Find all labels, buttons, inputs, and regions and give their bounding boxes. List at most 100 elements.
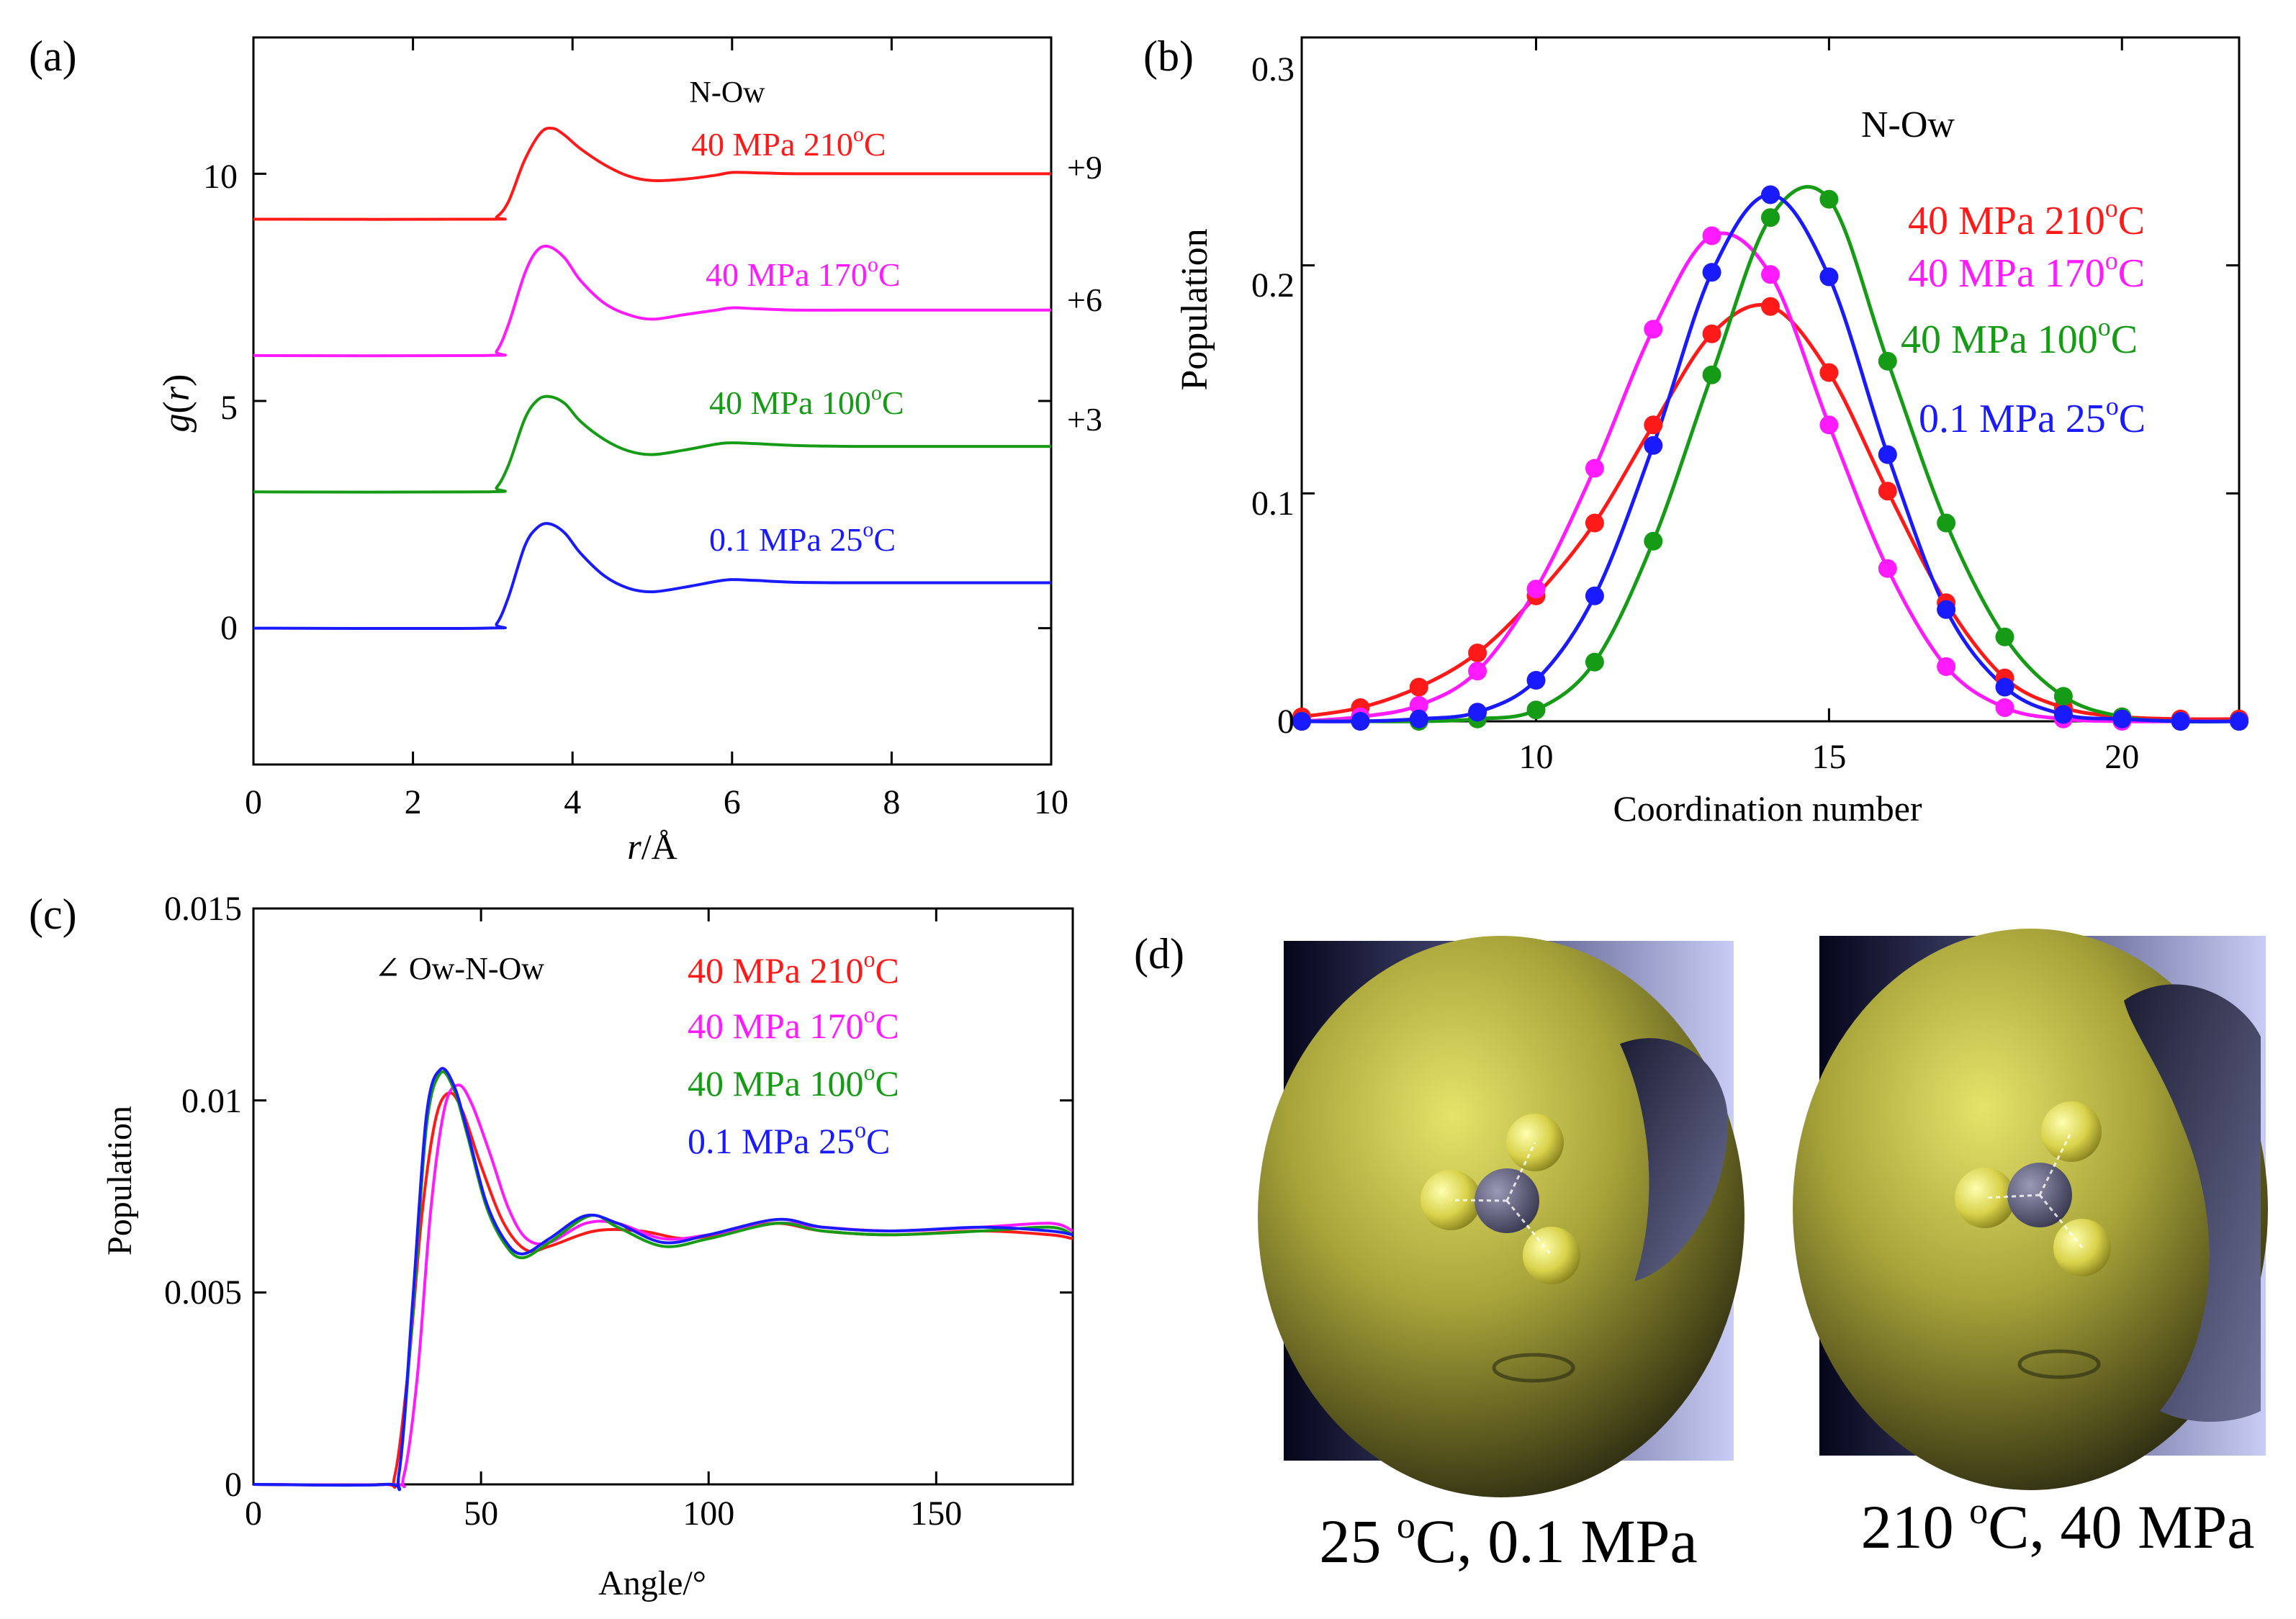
a-label-170c: 40 MPa 170oC	[706, 253, 901, 293]
b-data-point	[1585, 652, 1604, 672]
a-x-tick-label: 8	[883, 783, 900, 821]
b-data-point	[1937, 657, 1956, 676]
a-series-line	[253, 394, 1051, 494]
b-data-point	[1526, 671, 1546, 690]
panel-c-lines	[253, 1067, 1073, 1492]
b-data-point	[1409, 677, 1428, 697]
b-legend-170c: 40 MPa 170oC	[1908, 246, 2145, 296]
panel-b-label: (b)	[1143, 32, 1194, 80]
panel-a-title: N-Ow	[690, 76, 766, 109]
c-series-line	[253, 1083, 1073, 1489]
b-y-tick-label: 0.2	[1251, 266, 1295, 305]
bond-lines	[1984, 1131, 2084, 1248]
panel-b-points	[1292, 185, 2248, 731]
c-legend-170c: 40 MPa 170oC	[688, 1001, 899, 1046]
cavity-opening	[1620, 1038, 1728, 1281]
b-data-point	[2171, 712, 2190, 731]
panel-c-y-axis-label: Population	[101, 1106, 139, 1255]
a-x-tick-label: 0	[245, 783, 262, 821]
b-y-tick-label: 0	[1277, 703, 1295, 741]
b-x-tick-label: 15	[1811, 738, 1846, 776]
panel-c-y-tick-labels: 0 0.005 0.01 0.015	[164, 890, 242, 1504]
b-data-point	[1644, 531, 1663, 551]
panel-a-ticks	[252, 37, 1053, 765]
b-data-point	[1761, 208, 1780, 227]
panel-c-x-tick-labels: 0 50 100 150	[245, 1494, 962, 1533]
b-x-tick-label: 10	[1519, 738, 1554, 776]
panel-a-label: (a)	[29, 32, 77, 80]
panel-a-x-axis-label: r/Å	[627, 826, 677, 867]
a-series-line	[253, 522, 1051, 631]
b-data-point	[1702, 263, 1721, 282]
b-data-point	[2112, 709, 2132, 729]
panel-b-frame	[1300, 36, 2241, 723]
bond-lines	[1450, 1142, 1553, 1256]
c-legend-25c: 0.1 MPa 25oC	[688, 1117, 890, 1161]
c-x-tick-label: 100	[683, 1494, 734, 1533]
panel-c-frame	[252, 907, 1074, 1486]
c-series-line	[253, 1070, 1073, 1491]
c-series-line	[253, 1067, 1073, 1492]
b-data-point	[2053, 687, 2073, 706]
panel-b-y-axis-label: Population	[1174, 228, 1215, 390]
b-data-point	[1937, 513, 1956, 533]
a-label-100c: 40 MPa 100oC	[709, 381, 904, 421]
panel-b-legend: 40 MPa 210oC 40 MPa 170oC 40 MPa 100oC 0…	[1901, 194, 2146, 441]
a-y-tick-label: 5	[220, 389, 238, 427]
panel-a-y-tick-labels: 0 5 10	[203, 158, 238, 647]
surface-dimple	[1492, 1353, 1575, 1383]
panel-b-x-tick-labels: 10 15 20	[1519, 738, 2140, 776]
b-y-tick-label: 0.3	[1251, 50, 1295, 89]
a-label-25c: 0.1 MPa 25oC	[709, 518, 896, 558]
surface-dimple	[2017, 1349, 2101, 1379]
b-data-point	[1761, 265, 1780, 284]
b-data-point	[1644, 320, 1663, 339]
b-data-point	[1292, 712, 1311, 731]
b-series-line	[1301, 302, 2240, 721]
b-data-point	[1819, 415, 1839, 435]
b-y-tick-label: 0.1	[1251, 484, 1295, 523]
b-data-point	[1351, 712, 1370, 731]
b-data-point	[1937, 600, 1956, 619]
b-data-point	[1819, 189, 1839, 209]
b-data-point	[1702, 324, 1721, 343]
b-data-point	[1644, 436, 1663, 455]
b-data-point	[1819, 363, 1839, 382]
c-y-tick-label: 0.015	[164, 890, 242, 928]
b-data-point	[1878, 445, 1897, 464]
panel-c-legend: 40 MPa 210oC 40 MPa 170oC 40 MPa 100oC 0…	[688, 946, 899, 1161]
caption-210c: 210 oC, 40 MPa	[1861, 1491, 2255, 1561]
panel-a-series-labels: 40 MPa 210oC 40 MPa 170oC 40 MPa 100oC 0…	[691, 122, 904, 558]
panel-a: (a) 0 2 4 6 8 10 0 5 10 r/Å g(r) N-Ow 40…	[29, 32, 1102, 867]
b-data-point	[1702, 226, 1721, 245]
b-data-point	[1468, 703, 1487, 722]
b-data-point	[1702, 365, 1721, 384]
b-data-point	[1468, 644, 1487, 662]
panel-c: (c) 0 50 100 150 0 0.005 0.01 0.015 Angl…	[29, 890, 1074, 1602]
c-legend-210c: 40 MPa 210oC	[688, 946, 899, 991]
cavity-opening	[2124, 984, 2261, 1422]
c-y-tick-label: 0.005	[164, 1273, 242, 1312]
b-data-point	[2230, 712, 2248, 731]
a-x-tick-label: 4	[564, 783, 581, 821]
b-data-point	[1819, 267, 1839, 287]
panel-b-title: N-Ow	[1861, 104, 1955, 145]
a-series-line	[253, 244, 1051, 358]
b-legend-25c: 0.1 MPa 25oC	[1919, 392, 2146, 441]
panel-b-ticks	[1302, 36, 2239, 723]
panel-c-title: ∠ Ow-N-Ow	[374, 951, 544, 986]
c-x-tick-label: 0	[245, 1494, 262, 1533]
b-data-point	[1409, 709, 1428, 729]
panel-a-offset-labels: +9 +6 +3	[1067, 149, 1102, 438]
c-legend-100c: 40 MPa 100oC	[688, 1059, 899, 1104]
b-data-point	[1761, 297, 1780, 316]
b-data-point	[1585, 586, 1604, 605]
c-x-tick-label: 50	[464, 1494, 498, 1533]
panel-d: (d) 25 oC, 0.1 MPa 210 oC, 40 MPa	[1134, 929, 2268, 1576]
panel-c-x-axis-label: Angle/°	[598, 1564, 706, 1602]
b-data-point	[1761, 185, 1780, 204]
b-data-point	[1644, 415, 1663, 435]
b-x-tick-label: 20	[2104, 738, 2139, 776]
b-data-point	[1526, 579, 1546, 599]
